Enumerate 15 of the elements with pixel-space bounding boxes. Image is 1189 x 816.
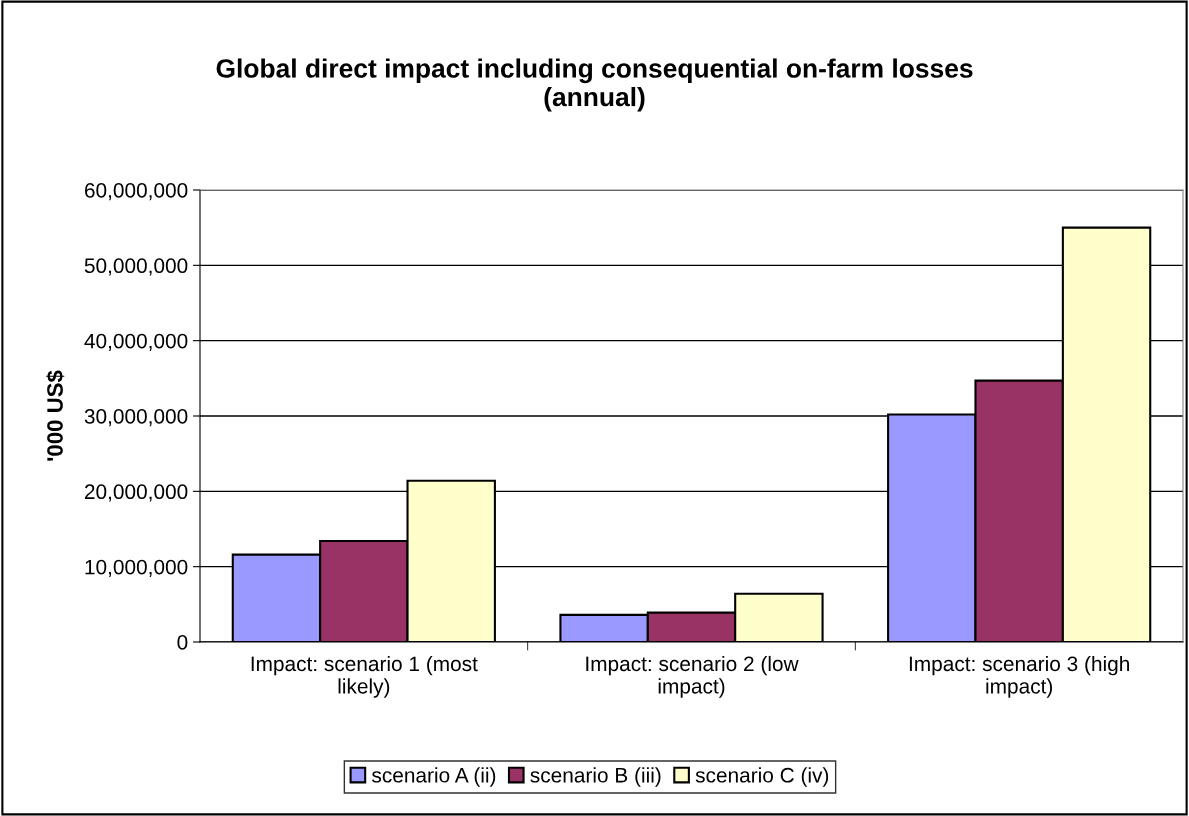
- x-tick-label: Impact: scenario 3 (high impact): [909, 655, 1129, 698]
- y-tick-label: 30,000,000: [84, 409, 188, 427]
- legend-label: scenario B (iii): [530, 767, 661, 787]
- y-tick-label: 40,000,000: [84, 333, 188, 351]
- x-tick-label: Impact: scenario 1 (most likely): [251, 655, 478, 698]
- y-tick-label: 60,000,000: [84, 183, 188, 201]
- y-tick-label: 0: [177, 635, 188, 650]
- y-tick-label: 50,000,000: [84, 258, 188, 276]
- legend-label: scenario C (iv): [695, 767, 829, 787]
- y-tick-label: 10,000,000: [85, 559, 188, 577]
- legend-label: scenario A (ii): [372, 767, 496, 787]
- chart-title: Global direct impact including consequential on-farm losses (annual): [216, 58, 973, 112]
- y-tick-label: 20,000,000: [84, 484, 188, 502]
- x-tick-label: Impact: scenario 2 (low impact): [586, 655, 799, 698]
- y-axis-title: '000 US$: [46, 370, 65, 461]
